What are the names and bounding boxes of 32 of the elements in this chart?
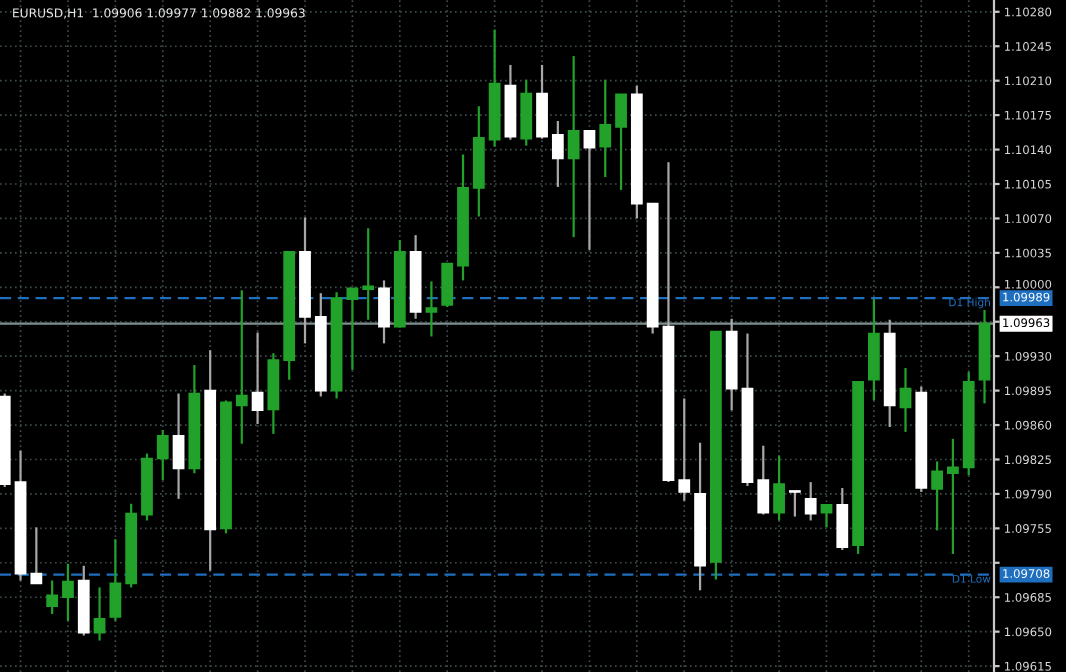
candlestick xyxy=(46,579,59,616)
candlestick xyxy=(567,54,580,239)
candlestick xyxy=(362,227,375,321)
candlestick xyxy=(62,562,74,622)
candlestick xyxy=(868,297,880,402)
candlestick xyxy=(378,279,390,345)
candlestick xyxy=(804,481,817,522)
candlestick xyxy=(551,119,564,189)
candlestick xyxy=(251,331,264,426)
candlestick xyxy=(836,486,849,552)
candlestick xyxy=(235,289,248,445)
candlestick xyxy=(156,428,169,482)
candlestick xyxy=(346,287,359,372)
candlestick xyxy=(947,437,959,556)
candlestick xyxy=(109,538,122,622)
candlestick xyxy=(520,78,533,147)
candlestick xyxy=(93,586,106,642)
candlestick xyxy=(788,489,801,518)
candlestick xyxy=(615,93,627,191)
candlestick xyxy=(441,262,454,309)
candlestick xyxy=(536,63,548,140)
candlestick xyxy=(820,503,833,529)
candlestick xyxy=(757,444,770,516)
candlestick xyxy=(931,460,944,532)
candlestick xyxy=(899,366,912,434)
candlestick xyxy=(583,129,596,252)
candlestick xyxy=(30,526,43,585)
candlestick xyxy=(172,392,185,500)
candlestick xyxy=(425,280,438,338)
candlestick xyxy=(678,397,691,502)
candlestick xyxy=(773,454,785,522)
candlestick xyxy=(599,78,612,179)
